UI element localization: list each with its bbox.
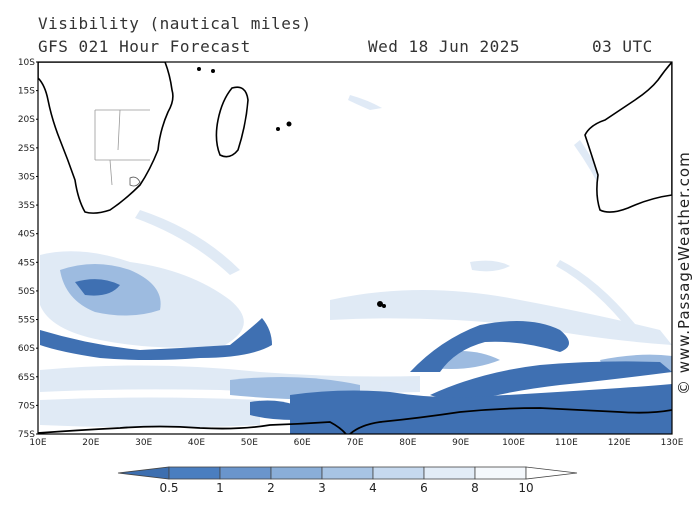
colorbar-segment (423, 466, 476, 480)
colorbar-label: 10 (518, 481, 533, 495)
visibility-colorbar: 0.5 1 2 3 4 6 8 10 (117, 466, 578, 495)
lon-tick-label: 10E (29, 438, 46, 448)
colorbar-label: 3 (318, 481, 326, 495)
colorbar-segment (117, 466, 170, 480)
lon-tick-label: 30E (135, 438, 152, 448)
lat-tick-label: 55S (18, 316, 35, 326)
longitude-axis: 10E 20E 30E 40E 50E 60E 70E 80E 90E 100E 110E 120E 1… (29, 438, 683, 448)
colorbar-label: 8 (471, 481, 479, 495)
lat-tick-label: 10S (18, 58, 35, 68)
lat-tick-label: 40S (18, 230, 35, 240)
lon-tick-label: 100E (502, 438, 525, 448)
antarctic-coastline (38, 407, 672, 434)
latitude-axis: 10S 15S 20S 25S 30S 35S 40S 45S 50S 55S 60S 65S 70S 7… (18, 58, 38, 440)
lat-tick-label: 60S (18, 344, 35, 354)
forecast-date: Wed 18 Jun 2025 (368, 37, 520, 56)
lon-tick-label: 90E (452, 438, 469, 448)
lat-tick-label: 70S (18, 401, 35, 411)
lon-tick-label: 130E (661, 438, 684, 448)
lon-tick-label: 50E (241, 438, 258, 448)
lat-tick-label: 35S (18, 201, 35, 211)
lon-tick-label: 70E (346, 438, 363, 448)
chart-title: Visibility (nautical miles) (38, 14, 312, 33)
colorbar-segment (525, 466, 578, 480)
australia-landmass (584, 62, 672, 213)
forecast-label: GFS 021 Hour Forecast (38, 37, 251, 56)
colorbar-segment (270, 466, 323, 480)
colorbar-label: 4 (369, 481, 377, 495)
lon-tick-label: 60E (294, 438, 311, 448)
map-area (38, 62, 672, 434)
lat-tick-label: 25S (18, 144, 35, 154)
colorbar-segment (219, 466, 272, 480)
lat-tick-label: 30S (18, 172, 35, 182)
colorbar-segment (474, 466, 527, 480)
colorbar-label: 0.5 (159, 481, 178, 495)
lat-tick-label: 75S (18, 430, 35, 440)
lat-tick-label: 15S (18, 87, 35, 97)
colorbar-segment (372, 466, 425, 480)
lat-tick-label: 45S (18, 258, 35, 268)
africa-landmass (38, 62, 174, 214)
lon-tick-label: 20E (82, 438, 99, 448)
colorbar-label: 2 (267, 481, 275, 495)
islands (197, 67, 386, 308)
colorbar-label: 6 (420, 481, 428, 495)
lon-tick-label: 40E (188, 438, 205, 448)
madagascar (215, 86, 249, 158)
lat-tick-label: 50S (18, 287, 35, 297)
lon-tick-label: 110E (555, 438, 578, 448)
colorbar-segment (321, 466, 374, 480)
lat-tick-label: 65S (18, 373, 35, 383)
forecast-time: 03 UTC (592, 37, 653, 56)
lon-tick-label: 80E (399, 438, 416, 448)
credit-watermark: © www.PassageWeather.com (675, 151, 693, 395)
lat-tick-label: 20S (18, 115, 35, 125)
colorbar-segment (168, 466, 221, 480)
lon-tick-label: 120E (608, 438, 631, 448)
map-frame (37, 61, 673, 435)
colorbar-label: 1 (216, 481, 224, 495)
